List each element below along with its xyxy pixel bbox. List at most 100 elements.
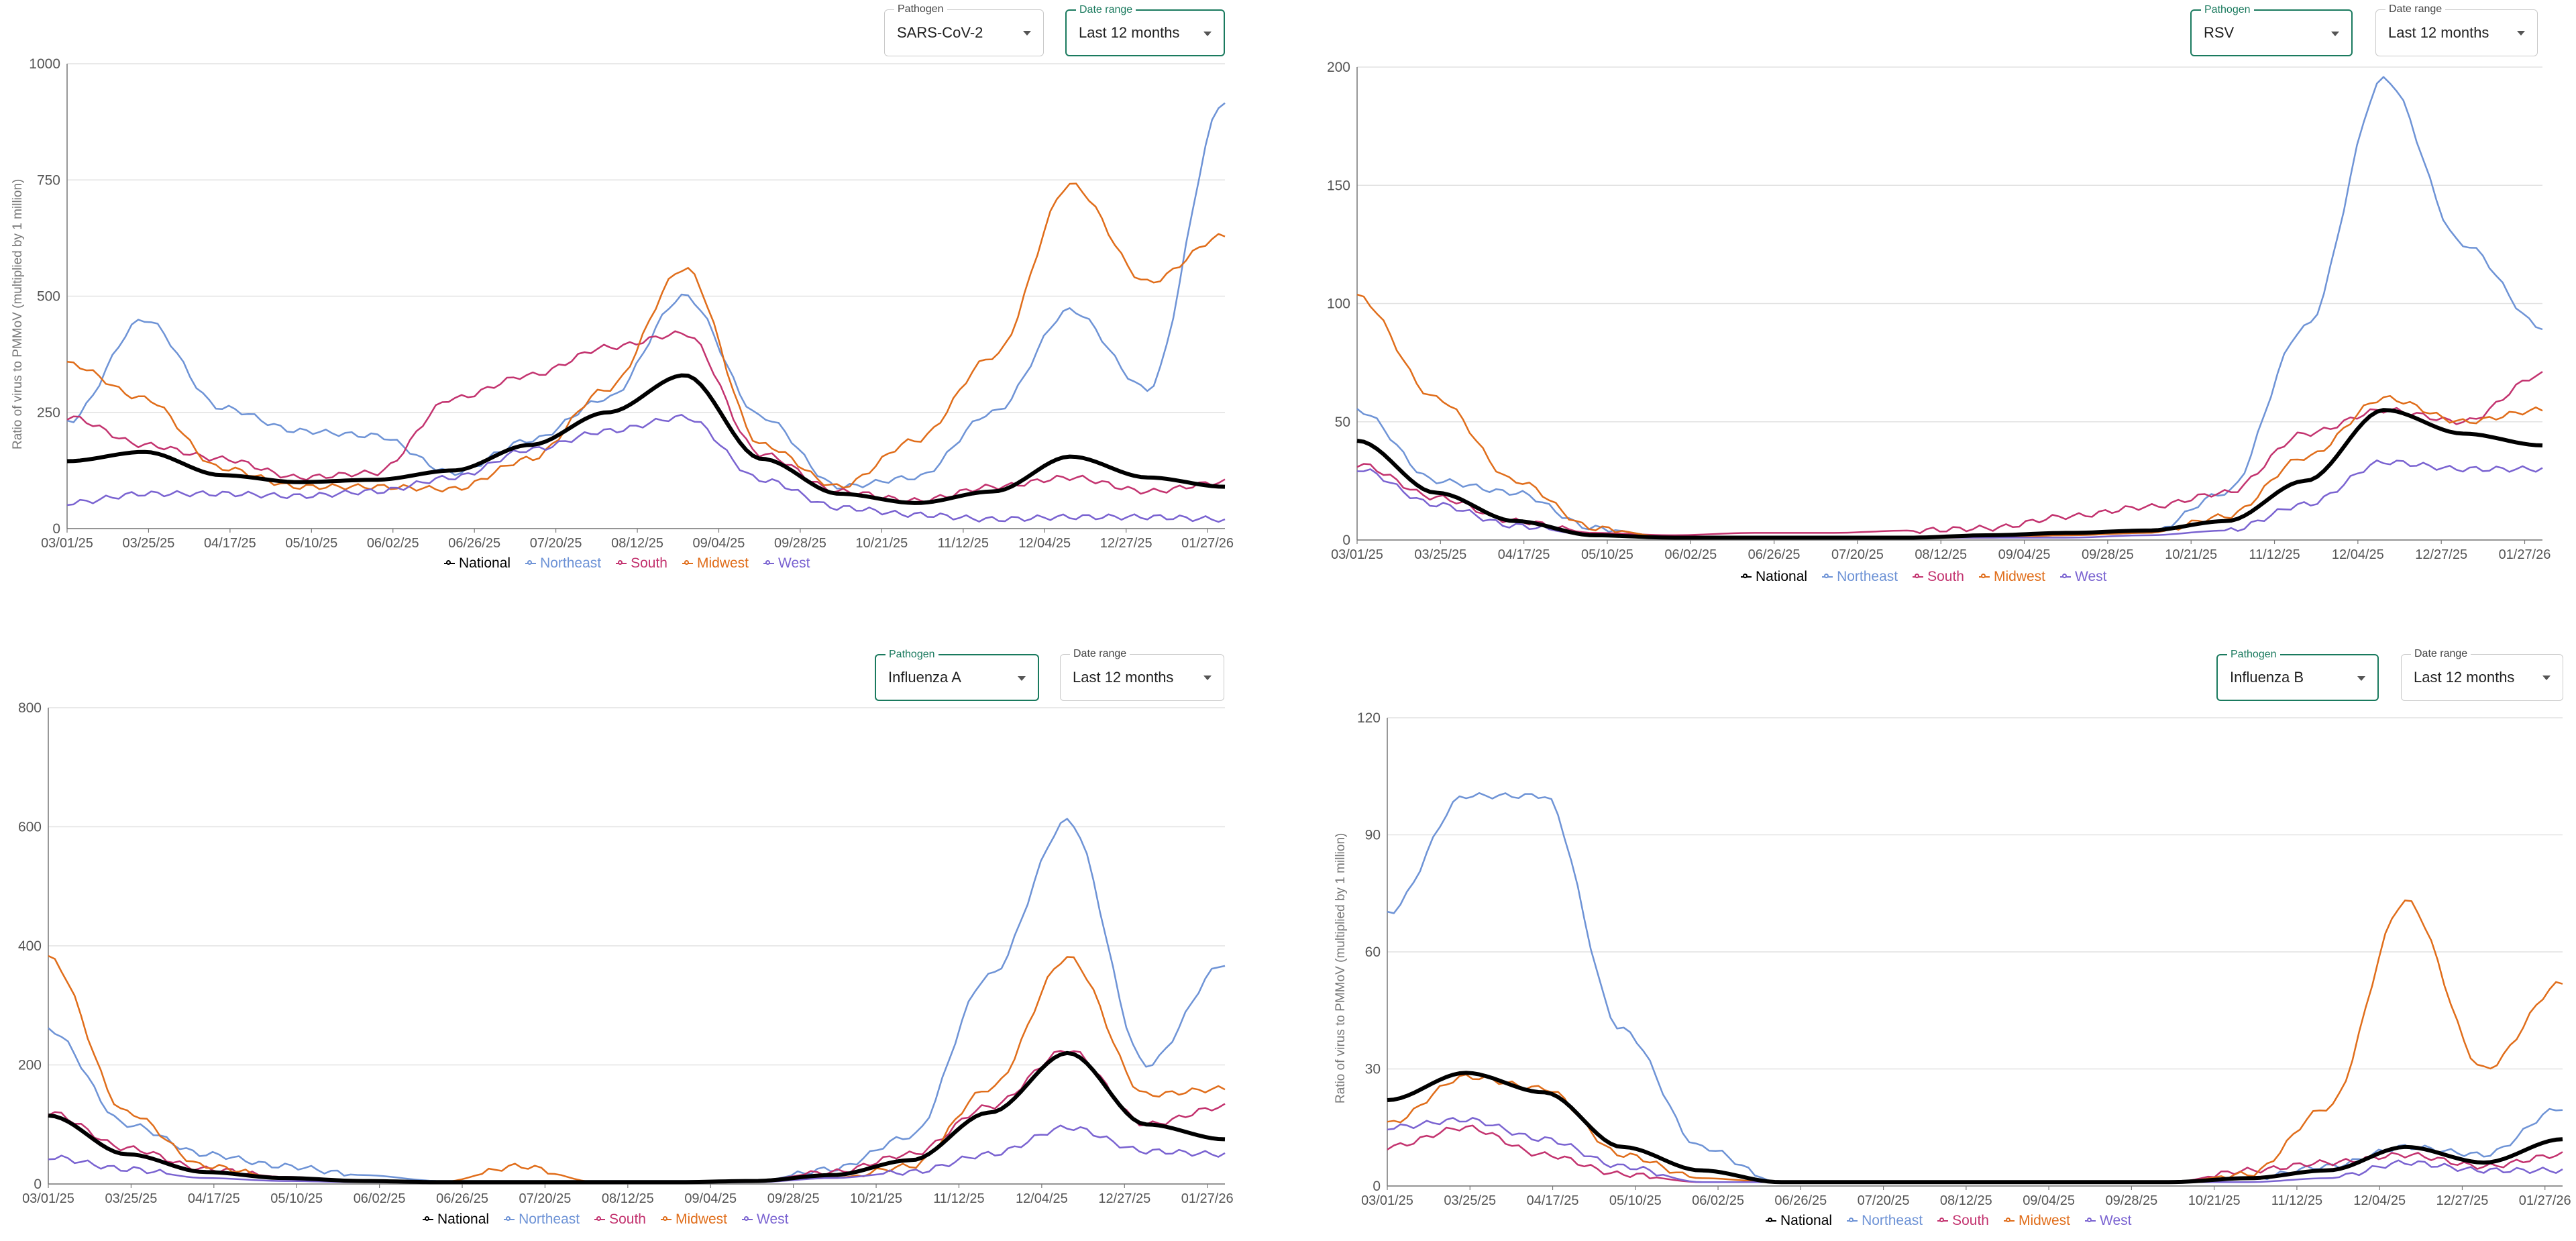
x-tick-label: 07/20/25: [1858, 1193, 1910, 1208]
x-tick-label: 11/12/25: [933, 1191, 984, 1206]
x-tick-label: 01/27/26: [2499, 547, 2551, 562]
legend-marker-icon: [742, 1216, 753, 1224]
line-chart: 0 250 500 750 1000 03/01/25 03/25/25 04/17/25 05…: [29, 56, 1234, 551]
x-tick-label: 05/10/25: [1581, 547, 1633, 562]
chart-legend: National Northeast South Midwest West: [1766, 1213, 2132, 1229]
chart-legend: National Northeast South Midwest West: [423, 1211, 789, 1228]
x-tick-label: 04/17/25: [1527, 1193, 1579, 1208]
date-range-select-label: Date range: [1076, 3, 1136, 17]
legend-item-west[interactable]: West: [2085, 1213, 2132, 1229]
date-range-select-label: Date range: [2411, 647, 2471, 661]
legend-label: Midwest: [697, 555, 749, 571]
legend-item-west[interactable]: West: [742, 1211, 789, 1228]
series-line-south: [1356, 371, 2543, 537]
pathogen-select[interactable]: Pathogen Influenza B: [2216, 648, 2379, 701]
legend-marker-icon: [504, 1216, 515, 1224]
legend-label: Northeast: [519, 1211, 580, 1227]
pathogen-select[interactable]: Pathogen Influenza A: [875, 648, 1039, 701]
x-tick-label: 01/27/26: [1181, 536, 1234, 551]
y-tick-label: 750: [37, 172, 60, 188]
legend-item-national[interactable]: National: [423, 1211, 489, 1228]
legend-item-south[interactable]: South: [1937, 1213, 1989, 1229]
pathogen-select-value: Influenza A: [888, 669, 961, 686]
x-tick-label: 03/25/25: [1444, 1193, 1496, 1208]
date-range-select[interactable]: Date range Last 12 months: [1065, 3, 1225, 56]
legend-item-south[interactable]: South: [1913, 569, 1964, 585]
x-tick-label: 06/26/25: [1748, 547, 1801, 562]
x-tick-label: 12/04/25: [1016, 1191, 1068, 1206]
legend-label: Midwest: [676, 1211, 728, 1227]
chart-legend: National Northeast South Midwest West: [444, 555, 810, 572]
legend-item-west[interactable]: West: [763, 555, 810, 572]
y-tick-label: 200: [1327, 60, 1350, 75]
legend-label: West: [2100, 1213, 2132, 1228]
legend-item-national[interactable]: National: [1741, 569, 1807, 585]
date-range-select-value: Last 12 months: [1073, 669, 1174, 686]
legend-marker-icon: [682, 559, 693, 568]
pathogen-select[interactable]: Pathogen SARS-CoV-2: [884, 3, 1044, 56]
x-tick-label: 06/26/25: [436, 1191, 488, 1206]
x-tick-label: 06/26/25: [448, 536, 500, 551]
y-tick-label: 400: [18, 938, 42, 954]
x-tick-label: 06/02/25: [354, 1191, 406, 1206]
x-tick-label: 11/12/25: [938, 536, 989, 551]
legend-item-west[interactable]: West: [2060, 569, 2107, 585]
series-line-south: [66, 330, 1226, 504]
date-range-select-value: Last 12 months: [2414, 669, 2515, 686]
legend-label: National: [1780, 1213, 1833, 1228]
chevron-down-icon: [1018, 676, 1026, 681]
pathogen-select[interactable]: Pathogen RSV: [2190, 3, 2353, 56]
x-tick-label: 04/17/25: [188, 1191, 240, 1206]
y-tick-label: 60: [1365, 945, 1381, 960]
x-tick-label: 01/27/26: [2519, 1193, 2571, 1208]
legend-marker-icon: [423, 1216, 433, 1224]
series-line-midwest: [66, 182, 1226, 493]
x-tick-label: 03/25/25: [1414, 547, 1466, 562]
legend-item-northeast[interactable]: Northeast: [1847, 1213, 1923, 1229]
legend-item-midwest[interactable]: Midwest: [682, 555, 749, 572]
x-tick-label: 09/28/25: [774, 536, 826, 551]
legend-item-national[interactable]: National: [444, 555, 511, 572]
date-range-select[interactable]: Date range Last 12 months: [2401, 647, 2563, 701]
legend-item-south[interactable]: South: [616, 555, 667, 572]
legend-marker-icon: [2004, 1217, 2015, 1225]
legend-label: Northeast: [1862, 1213, 1923, 1228]
x-tick-label: 05/10/25: [270, 1191, 323, 1206]
legend-item-midwest[interactable]: Midwest: [2004, 1213, 2070, 1229]
date-range-select[interactable]: Date range Last 12 months: [1060, 647, 1224, 701]
legend-marker-icon: [1913, 573, 1924, 581]
legend-item-national[interactable]: National: [1766, 1213, 1832, 1229]
y-tick-label: 500: [37, 289, 60, 305]
legend-label: South: [1952, 1213, 1989, 1228]
chart-legend: National Northeast South Midwest West: [1741, 569, 2107, 585]
series-line-northeast: [48, 818, 1226, 1182]
chart-panel-sars-cov-2: Pathogen SARS-CoV-2 Date range Last 12 m…: [0, 0, 1288, 604]
legend-label: West: [757, 1211, 789, 1227]
x-tick-label: 09/04/25: [684, 1191, 737, 1206]
date-range-select-value: Last 12 months: [1079, 24, 1180, 41]
legend-marker-icon: [2085, 1217, 2096, 1225]
date-range-select[interactable]: Date range Last 12 months: [2375, 3, 2538, 56]
series-line-national: [1387, 1071, 2563, 1185]
series-line-south: [48, 1050, 1226, 1183]
x-tick-label: 03/25/25: [105, 1191, 157, 1206]
chevron-down-icon: [2517, 31, 2525, 36]
date-range-select-label: Date range: [1070, 647, 1130, 661]
chevron-down-icon: [2542, 676, 2551, 680]
legend-marker-icon: [444, 559, 455, 568]
legend-item-south[interactable]: South: [594, 1211, 646, 1228]
legend-item-northeast[interactable]: Northeast: [1822, 569, 1898, 585]
x-tick-label: 04/17/25: [1498, 547, 1550, 562]
legend-label: Northeast: [1837, 569, 1898, 584]
x-tick-label: 07/20/25: [530, 536, 582, 551]
legend-label: South: [631, 555, 667, 571]
legend-item-northeast[interactable]: Northeast: [525, 555, 601, 572]
y-tick-label: 800: [18, 700, 42, 716]
pathogen-select-label: Pathogen: [2201, 3, 2254, 17]
x-tick-label: 08/12/25: [611, 536, 663, 551]
legend-item-midwest[interactable]: Midwest: [661, 1211, 727, 1228]
legend-item-midwest[interactable]: Midwest: [1979, 569, 2045, 585]
legend-marker-icon: [2060, 573, 2072, 581]
x-tick-label: 12/04/25: [2332, 547, 2384, 562]
legend-item-northeast[interactable]: Northeast: [504, 1211, 580, 1228]
